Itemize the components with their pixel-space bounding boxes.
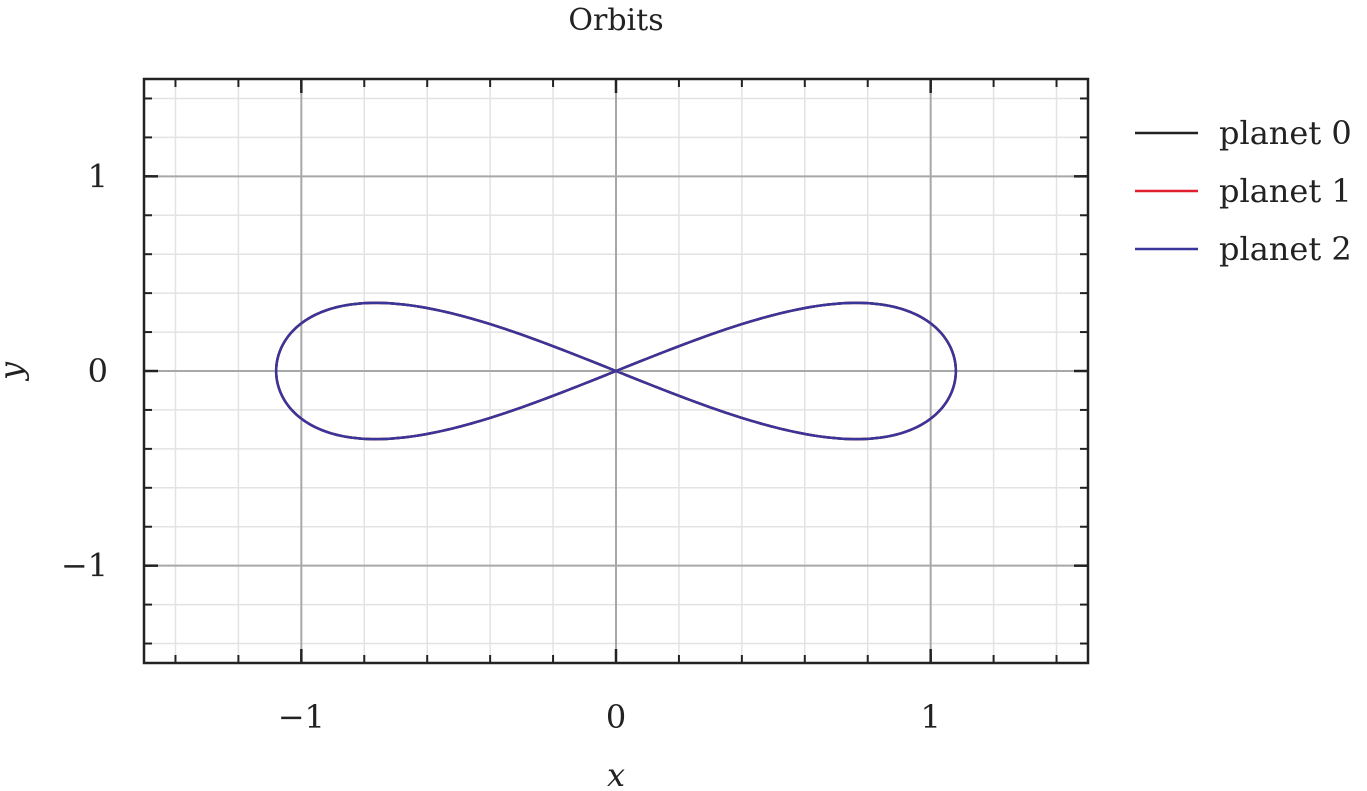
- orbit-line-planet-2: [274, 301, 958, 441]
- legend-label-planet-0: planet 0: [1219, 114, 1352, 152]
- x-axis-label: x: [607, 756, 625, 791]
- series-layer: [274, 301, 958, 441]
- y-axis-label: y: [0, 361, 30, 382]
- x-tick-label: −1: [278, 698, 325, 736]
- y-tick-label: −1: [61, 547, 108, 585]
- legend-label-planet-1: planet 1: [1219, 172, 1352, 210]
- tick-labels: −1 0 1 −1 0 1: [61, 157, 941, 736]
- chart-title: Orbits: [568, 3, 663, 38]
- legend-label-planet-2: planet 2: [1219, 230, 1352, 268]
- plot-frame: [142, 77, 1090, 665]
- legend: planet 0 planet 1 planet 2: [1135, 114, 1352, 268]
- y-tick-label: 1: [88, 157, 108, 195]
- axis-ticks: [144, 79, 1088, 663]
- x-tick-label: 1: [920, 698, 940, 736]
- x-tick-label: 0: [606, 698, 626, 736]
- y-tick-label: 0: [88, 352, 108, 390]
